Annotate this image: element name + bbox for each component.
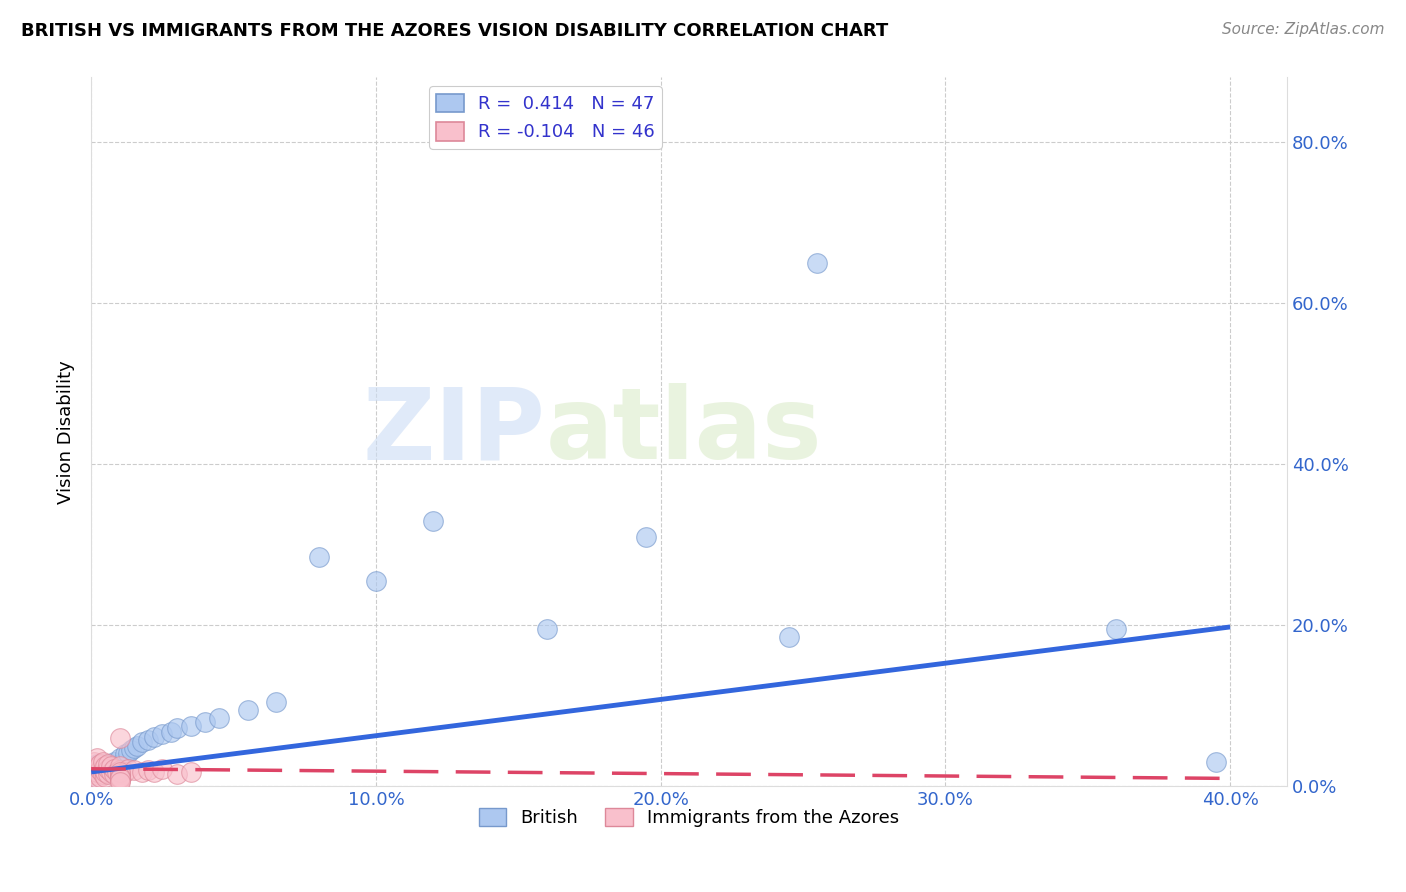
Point [89, 756, 111, 771]
Point [108, 772, 131, 787]
Point [100, 764, 122, 779]
Point [83, 762, 105, 776]
Point [125, 739, 148, 754]
Point [108, 751, 131, 765]
Point [86, 772, 108, 786]
Point [108, 764, 131, 779]
Point [91, 767, 114, 781]
Point [117, 746, 139, 760]
Point [100, 764, 122, 778]
Point [103, 762, 125, 776]
Point [108, 775, 131, 789]
Text: BRITISH VS IMMIGRANTS FROM THE AZORES VISION DISABILITY CORRELATION CHART: BRITISH VS IMMIGRANTS FROM THE AZORES VI… [21, 22, 889, 40]
Point [86, 759, 108, 773]
Point [166, 722, 188, 736]
Point [91, 759, 114, 773]
Point [83, 772, 105, 786]
Point [83, 772, 105, 787]
Point [105, 759, 128, 773]
Point [97, 767, 120, 781]
Point [166, 767, 188, 781]
Point [94, 759, 117, 773]
Point [89, 770, 111, 784]
Point [114, 747, 136, 762]
Point [108, 772, 131, 787]
Point [89, 767, 111, 781]
Point [122, 740, 145, 755]
Y-axis label: Vision Disability: Vision Disability [58, 360, 75, 504]
Point [108, 756, 131, 771]
Point [89, 764, 111, 778]
Point [94, 764, 117, 779]
Point [108, 731, 131, 746]
Point [120, 743, 142, 757]
Point [89, 764, 111, 778]
Point [208, 711, 231, 725]
Point [264, 695, 287, 709]
Point [83, 759, 105, 773]
Point [97, 762, 120, 776]
Point [180, 764, 202, 779]
Point [103, 756, 125, 770]
Point [91, 756, 114, 770]
Point [160, 724, 183, 739]
Point [91, 762, 114, 776]
Point [108, 770, 131, 784]
Text: ZIP: ZIP [363, 384, 546, 481]
Point [83, 767, 105, 781]
Point [1205, 756, 1227, 770]
Point [636, 530, 658, 544]
Point [131, 735, 153, 749]
Point [100, 759, 122, 773]
Point [97, 759, 120, 773]
Text: atlas: atlas [546, 384, 823, 481]
Point [308, 549, 330, 564]
Point [86, 762, 108, 776]
Point [806, 256, 828, 270]
Legend: British, Immigrants from the Azores: British, Immigrants from the Azores [472, 800, 907, 834]
Point [778, 631, 800, 645]
Point [108, 772, 131, 786]
Point [108, 764, 131, 778]
Point [150, 762, 173, 776]
Point [422, 514, 444, 528]
Point [97, 756, 120, 771]
Point [100, 756, 122, 771]
Point [94, 770, 117, 784]
Point [108, 767, 131, 781]
Point [108, 759, 131, 773]
Point [86, 770, 108, 784]
Point [91, 764, 114, 779]
Point [83, 764, 105, 779]
Point [131, 764, 153, 779]
Point [536, 623, 558, 637]
Point [103, 767, 125, 781]
Point [86, 764, 108, 779]
Point [136, 732, 159, 747]
Point [94, 756, 117, 771]
Point [117, 762, 139, 776]
Point [194, 714, 217, 729]
Point [108, 772, 131, 786]
Point [236, 703, 259, 717]
Point [83, 756, 105, 770]
Point [122, 764, 145, 778]
Point [86, 751, 108, 765]
Point [150, 727, 173, 741]
Point [136, 764, 159, 778]
Point [364, 574, 387, 588]
Point [142, 764, 165, 779]
Point [114, 764, 136, 779]
Point [94, 762, 117, 776]
Point [180, 719, 202, 733]
Point [105, 764, 128, 779]
Point [103, 762, 125, 776]
Point [86, 756, 108, 771]
Text: Source: ZipAtlas.com: Source: ZipAtlas.com [1222, 22, 1385, 37]
Point [97, 764, 120, 779]
Point [142, 730, 165, 744]
Point [108, 770, 131, 784]
Point [94, 767, 117, 781]
Point [1105, 623, 1128, 637]
